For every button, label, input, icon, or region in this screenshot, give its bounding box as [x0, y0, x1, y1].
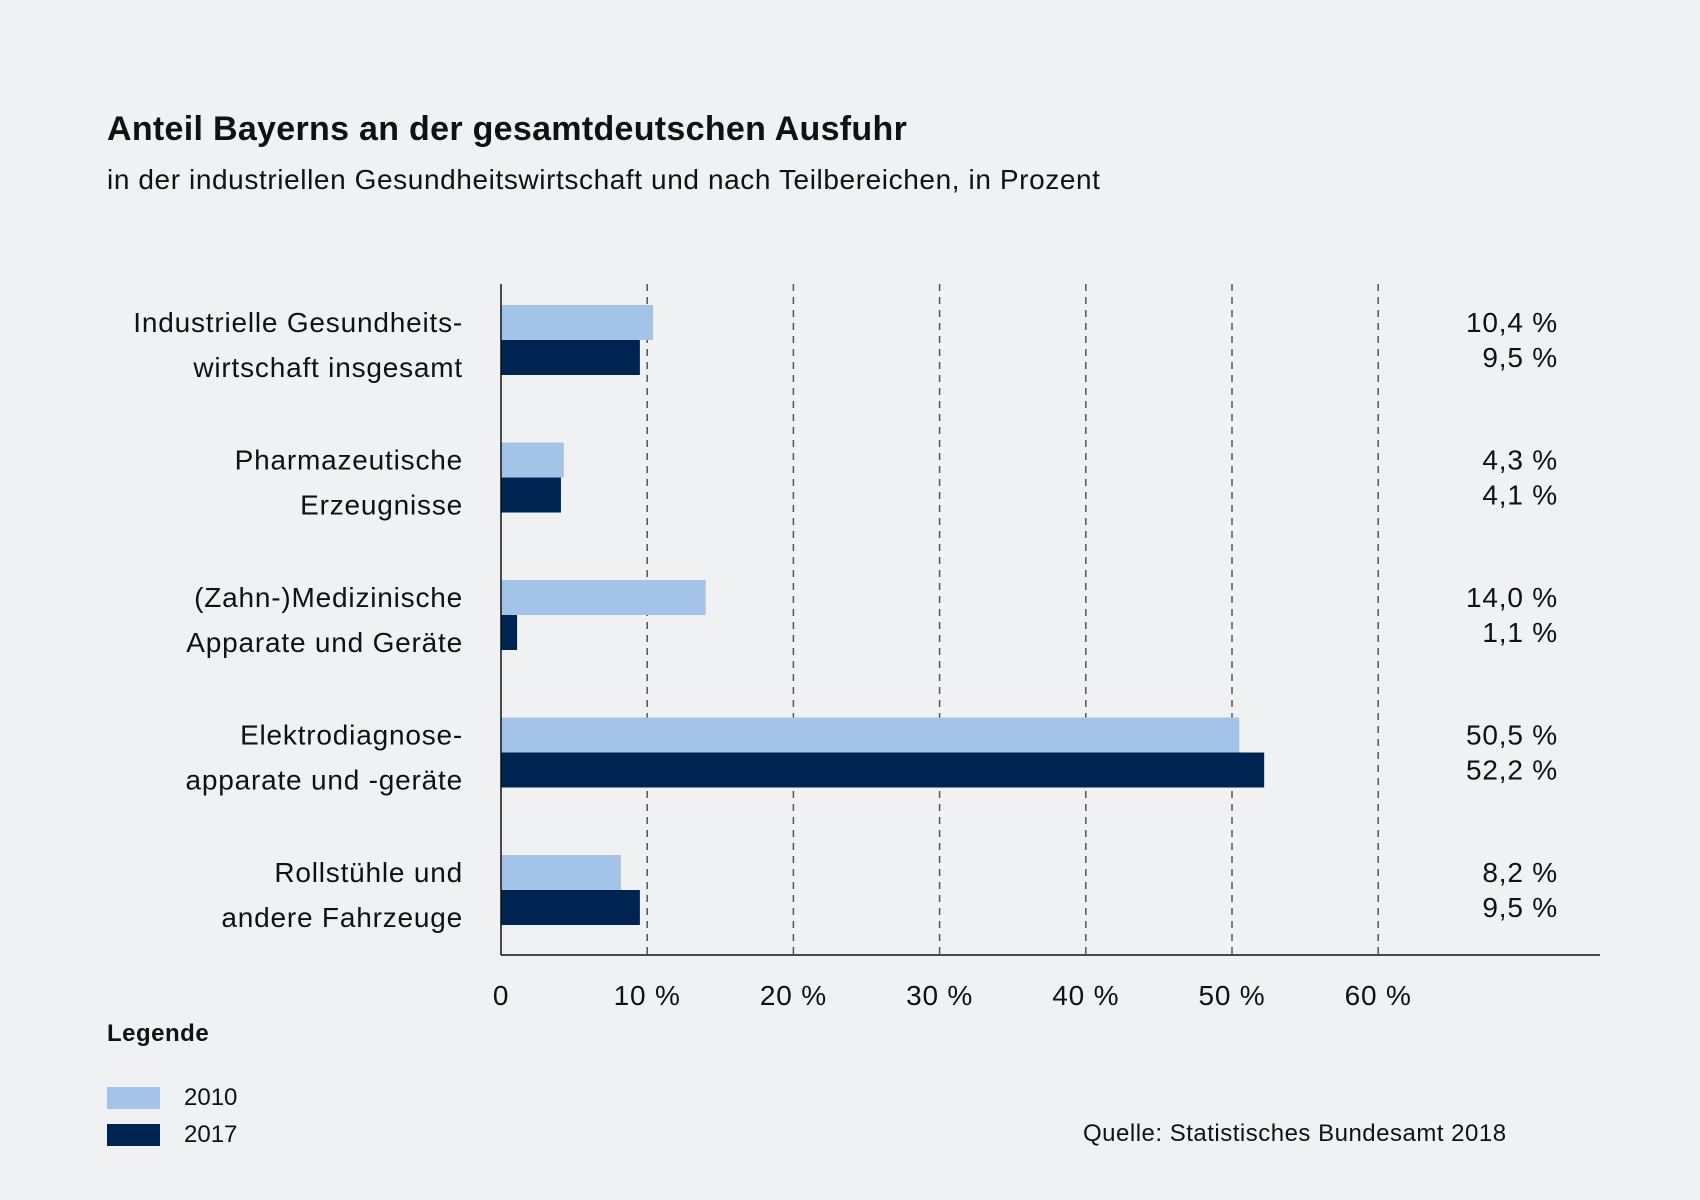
category-label-4-line1: andere Fahrzeuge [221, 902, 463, 933]
value-label-3-2017: 52,2 % [1466, 755, 1558, 786]
x-tick-label-30: 30 % [906, 980, 973, 1011]
category-label-0-line1: wirtschaft insgesamt [192, 352, 463, 383]
category-label-2-line1: Apparate und Geräte [186, 627, 463, 658]
bar-3-2017 [501, 752, 1265, 788]
legend-item-2010: 2010 [107, 1084, 238, 1111]
legend-swatch-2010 [107, 1087, 160, 1109]
value-label-2-2010: 14,0 % [1466, 582, 1558, 613]
bar-4-2010 [501, 855, 621, 890]
category-label-1-line1: Erzeugnisse [300, 490, 463, 521]
category-label-3-line0: Elektrodiagnose- [240, 720, 463, 751]
x-tick-label-40: 40 % [1052, 980, 1119, 1011]
bar-3-2010 [501, 717, 1240, 753]
value-label-3-2010: 50,5 % [1466, 720, 1558, 751]
source-note: Quelle: Statistisches Bundesamt 2018 [1083, 1120, 1507, 1147]
value-label-1-2017: 4,1 % [1482, 480, 1558, 511]
legend-item-2017: 2017 [107, 1121, 238, 1148]
chart-title: Anteil Bayerns an der gesamtdeutschen Au… [107, 110, 908, 148]
x-tick-label-60: 60 % [1345, 980, 1412, 1011]
category-label-1-line0: Pharmazeutische [235, 445, 463, 476]
value-label-4-2017: 9,5 % [1482, 892, 1558, 923]
legend-label-2017: 2017 [184, 1121, 238, 1148]
category-label-2-line0: (Zahn-)Medizinische [194, 582, 463, 613]
value-label-0-2010: 10,4 % [1466, 307, 1558, 338]
bar-0-2017 [501, 340, 640, 375]
bar-2-2017 [501, 615, 518, 650]
x-tick-label-20: 20 % [760, 980, 827, 1011]
x-tick-label-10: 10 % [614, 980, 681, 1011]
value-label-1-2010: 4,3 % [1482, 445, 1558, 476]
chart-subtitle: in der industriellen Gesundheitswirtscha… [107, 164, 1101, 195]
legend-title: Legende [107, 1020, 210, 1047]
bar-4-2017 [501, 890, 640, 925]
value-label-4-2010: 8,2 % [1482, 857, 1558, 888]
value-label-2-2017: 1,1 % [1482, 617, 1558, 648]
x-tick-label-0: 0 [493, 980, 509, 1011]
category-label-4-line0: Rollstühle und [274, 857, 463, 888]
legend-label-2010: 2010 [184, 1084, 238, 1111]
value-label-0-2017: 9,5 % [1482, 342, 1558, 373]
category-label-3-line1: apparate und -geräte [185, 765, 463, 796]
bar-1-2010 [501, 442, 564, 478]
x-tick-label-50: 50 % [1198, 980, 1265, 1011]
bar-2-2010 [501, 580, 706, 615]
bar-1-2017 [501, 477, 561, 513]
bar-0-2010 [501, 305, 654, 340]
legend-swatch-2017 [107, 1124, 160, 1146]
category-label-0-line0: Industrielle Gesundheits- [133, 307, 463, 338]
